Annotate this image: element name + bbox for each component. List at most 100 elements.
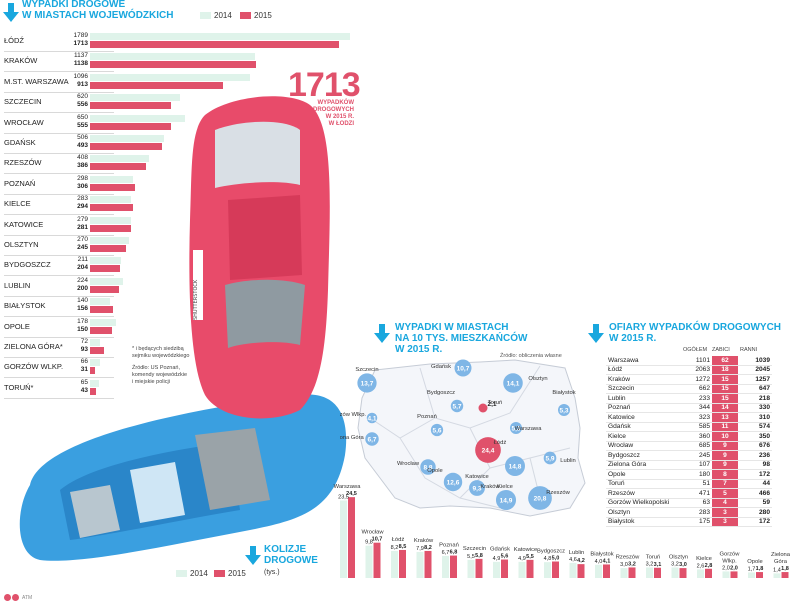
injured-cell: 98 bbox=[738, 460, 772, 470]
collisions-legend-2015-swatch bbox=[214, 570, 225, 577]
table-row: Rzeszów 471 5 466 bbox=[606, 488, 772, 499]
city-cell: Bydgoszcz bbox=[606, 450, 678, 461]
city-cell: Katowice bbox=[606, 412, 678, 423]
total-cell: 1272 bbox=[678, 374, 712, 385]
map-bubble bbox=[504, 455, 526, 477]
value-2015: 1138 bbox=[73, 60, 88, 68]
killed-cell: 15 bbox=[712, 384, 738, 394]
bar-2014 bbox=[90, 73, 250, 81]
map-bubble bbox=[475, 437, 501, 463]
total-cell: 51 bbox=[678, 479, 712, 489]
map-bubble-value: 14,1 bbox=[507, 381, 520, 388]
value-2014: 506 bbox=[77, 134, 88, 141]
injured-cell: 1039 bbox=[738, 356, 772, 366]
map-bubble-value: 4,1 bbox=[367, 416, 376, 423]
value-2014: 72 bbox=[80, 338, 88, 345]
accidents-chart-title: WYPADKI DROGOWE W MIASTACH WOJEWÓDZKICH bbox=[22, 0, 173, 21]
collision-bar-2014 bbox=[773, 573, 781, 578]
map-outline bbox=[357, 359, 586, 517]
map-city-label: Szczecin bbox=[355, 367, 378, 373]
map-bubble-value: 14,8 bbox=[509, 464, 522, 471]
total-cell: 233 bbox=[678, 393, 712, 404]
collision-value-2014: 3,0 bbox=[620, 562, 628, 568]
killed-cell: 8 bbox=[712, 469, 738, 480]
map-bubble bbox=[510, 422, 522, 434]
col-killed-header: ZABICI bbox=[712, 347, 730, 353]
collision-bar-2015 bbox=[526, 559, 534, 578]
bar-2014 bbox=[90, 298, 111, 306]
collision-city-label: Warszawa bbox=[334, 484, 362, 490]
bar-2014 bbox=[90, 135, 164, 142]
value-2015: 1713 bbox=[73, 40, 88, 47]
map-city-label: Kraków bbox=[480, 484, 500, 490]
row-divider bbox=[4, 214, 114, 216]
bar-2015 bbox=[90, 81, 223, 89]
killed-cell: 3 bbox=[712, 507, 738, 518]
collision-bar-2015 bbox=[475, 558, 483, 578]
map-bubble bbox=[454, 359, 472, 377]
bar-2014 bbox=[90, 216, 131, 224]
city-cell: Toruń bbox=[606, 479, 678, 489]
injured-cell: 330 bbox=[738, 403, 772, 413]
collision-value-2014: 2,6 bbox=[697, 563, 705, 569]
collision-bar-2014 bbox=[620, 568, 628, 578]
collision-city-label: Gdańsk bbox=[490, 547, 510, 553]
value-2014: 1096 bbox=[73, 72, 88, 80]
collision-bar-2014 bbox=[365, 545, 373, 578]
injured-cell: 647 bbox=[738, 384, 772, 394]
value-2014: 270 bbox=[77, 236, 88, 243]
map-bubble-value: 5,7 bbox=[452, 404, 461, 411]
row-divider bbox=[4, 234, 114, 236]
value-2015: 556 bbox=[77, 101, 88, 109]
map-bubble bbox=[366, 412, 378, 424]
value-2014: 65 bbox=[80, 378, 88, 386]
city-cell: Zielona Góra bbox=[606, 460, 678, 470]
collision-value-2015: 3,1 bbox=[654, 562, 662, 568]
city-label: LUBLIN bbox=[4, 280, 31, 290]
value-2015: 150 bbox=[77, 325, 88, 333]
collision-value-2015: 1,8 bbox=[756, 566, 764, 572]
section-arrow-icon bbox=[3, 3, 19, 22]
map-city-label: Bydgoszcz bbox=[427, 390, 455, 396]
blue-car-icon bbox=[19, 394, 347, 561]
col-injured-header: RANNI bbox=[740, 347, 758, 353]
collision-bar-2015 bbox=[628, 567, 636, 578]
bar-2014 bbox=[90, 237, 130, 244]
city-cell: Lublin bbox=[606, 393, 678, 404]
bar-2014 bbox=[90, 33, 351, 40]
map-title-line3: W 2015 R. bbox=[395, 344, 443, 355]
city-cell: Gdańsk bbox=[606, 422, 678, 432]
injured-cell: 2045 bbox=[738, 365, 772, 375]
collision-bar-2015 bbox=[577, 564, 585, 578]
bar-2014 bbox=[90, 155, 150, 163]
city-label: SZCZECIN bbox=[4, 97, 42, 107]
logo-icon-2 bbox=[12, 594, 19, 601]
total-cell: 283 bbox=[678, 507, 712, 518]
value-2015: 245 bbox=[77, 244, 88, 251]
collision-value-2014: 23,5 bbox=[338, 494, 349, 500]
map-city-label: Wrocław bbox=[397, 461, 420, 467]
map-city-label: Rzeszów bbox=[546, 490, 570, 496]
city-label: ŁÓDŹ bbox=[4, 36, 25, 45]
collision-city-label: Katowice bbox=[514, 547, 538, 553]
city-label: KATOWICE bbox=[4, 219, 44, 229]
city-label: ZIELONA GÓRA* bbox=[4, 342, 63, 351]
footnote-line1: * i będących siedzibą bbox=[132, 346, 184, 352]
collision-city-label: Wrocław bbox=[361, 530, 384, 536]
total-cell: 662 bbox=[678, 384, 712, 394]
value-2014: 298 bbox=[77, 174, 88, 182]
collision-value-2014: 9,8 bbox=[365, 540, 373, 546]
killed-cell: 9 bbox=[712, 460, 738, 470]
collision-city-label: Poznań bbox=[439, 543, 459, 549]
total-cell: 1101 bbox=[678, 356, 712, 366]
crashed-cars-illustration: SHUTTERSTOCK bbox=[19, 96, 347, 561]
collision-city-label: Łódź bbox=[392, 537, 405, 543]
map-bubble bbox=[543, 451, 557, 465]
collision-bar-2014 bbox=[544, 562, 551, 578]
collision-value-2015: 5,6 bbox=[501, 554, 509, 560]
bar-2015 bbox=[90, 285, 120, 293]
collision-value-2015: 4,1 bbox=[603, 558, 611, 564]
total-cell: 360 bbox=[678, 431, 712, 442]
collision-bar-2015 bbox=[756, 572, 763, 578]
bar-2015 bbox=[90, 102, 171, 110]
